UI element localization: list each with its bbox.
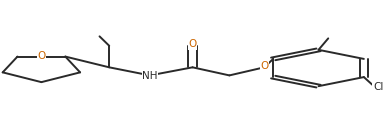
Text: O: O (188, 39, 197, 50)
Text: Cl: Cl (373, 81, 384, 92)
Text: O: O (260, 61, 268, 71)
Text: O: O (37, 51, 46, 61)
Text: NH: NH (142, 71, 158, 81)
